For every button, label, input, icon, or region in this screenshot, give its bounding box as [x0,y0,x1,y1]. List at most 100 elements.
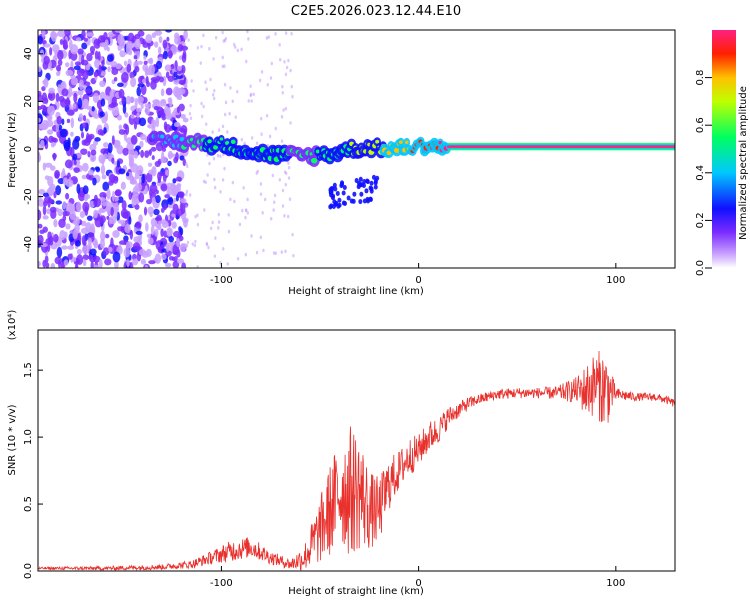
spectrogram-cell [208,161,211,166]
spectrogram-cell [200,44,203,49]
spectrogram-cell [188,111,192,116]
spectrogram-cell [130,77,137,88]
spectrogram-cell [128,191,133,200]
spectrogram-cell [38,189,46,195]
spectrogram-cell [346,195,351,201]
spectrogram-cell [155,117,160,128]
spectrogram-cell [175,74,184,79]
spectrogram-cell [175,176,182,182]
spectrogram-cell [162,39,168,49]
spectrogram-cell [150,146,157,152]
spectrogram-cell [38,117,42,123]
spectrogram-cell [240,47,243,52]
spectrogram-cell [62,210,68,217]
spectrogram-cell [89,153,97,163]
spectrogram-cell [46,114,53,121]
spectrogram-cell [281,84,284,89]
spectrogram-cell [65,69,74,77]
spectrogram-cell [221,178,225,182]
spectrogram-cell [165,243,170,253]
spectrogram-cell [177,44,184,52]
spectrogram-cell [87,169,95,176]
spectrogram-cell [160,108,164,115]
spectrogram-cell [47,93,53,100]
spectrogram-y-label: Frequency (Hz) [7,112,18,188]
spectrogram-cell [189,103,192,108]
spectrogram-cell [154,216,162,222]
spectrogram-cell [162,50,168,60]
spectrogram-cell [221,30,224,35]
spectrogram-cell [337,197,342,203]
spectrogram-cell [83,98,89,108]
spectrogram-cell [114,260,119,268]
spectrogram-cell [100,148,109,155]
spectrogram-cell [136,86,142,97]
spectrogram-cell [185,189,189,194]
spectrogram-cell [176,237,181,248]
spectrogram-cell [151,166,157,177]
spectrogram-cell [278,42,281,47]
spectrogram-cell [267,35,270,39]
spectrogram-cell [114,30,123,33]
spectrogram-cell [250,136,254,140]
spectrogram-cell [70,131,74,137]
spectrogram-cell [82,185,89,195]
spectral-ridge-cell [311,157,318,164]
spectrogram-cell [163,121,168,131]
spectrogram-cell [87,237,92,247]
spectrogram-cell [65,223,71,230]
spectrogram-cell [202,33,205,38]
spectrogram-cell [223,112,227,117]
spectrogram-cell [331,193,336,199]
spectrogram-cell [90,260,94,268]
spectrogram-cell [38,94,44,102]
spectrogram-cell [341,190,346,196]
spectrogram-cell [134,33,141,40]
spectrogram-cell [85,88,92,94]
spectrogram-cell [39,229,45,234]
spectrogram-cell [53,191,57,199]
spectrogram-cell [123,247,131,258]
spectrogram-cell [116,145,124,155]
spectrogram-cell [186,240,190,245]
spectrogram-cell [217,128,221,132]
spectrogram-cell [46,119,54,127]
spectrogram-cell [99,207,105,213]
spectrogram-cell [136,165,144,175]
spectrogram-cell [258,78,262,83]
snr-y-ticks: 0.0 0.5 1.0 1.5 [23,362,43,579]
spectrogram-cell [212,156,216,161]
spectrogram-cell [100,164,106,176]
spectrogram-cell [332,182,337,188]
spectrogram-x-label: Height of straight line (km) [288,286,424,297]
spectrogram-cell [114,189,121,197]
spectrogram-cell [173,86,180,97]
spectrogram-cell [108,180,114,186]
spectrogram-cell [280,139,284,143]
spectrogram-cell [55,92,60,102]
spectrogram-cell [93,209,98,219]
spectrogram-cell [41,30,46,38]
spectrogram-cell [265,113,269,118]
spectrogram-cell [224,100,228,105]
spectrogram-cell [242,186,245,190]
spectrogram-cell [61,245,68,250]
spectrogram-cell [365,178,370,184]
spectrogram-cell [234,45,237,49]
spectrogram-cell [43,55,50,65]
spectrogram-cell [70,77,79,86]
spectrogram-cell [291,94,294,99]
spectrogram-cell [373,180,378,186]
spectrogram-cell [61,118,65,125]
spectrogram-cell [126,259,130,268]
spectrogram-cell [164,262,172,268]
spectrogram-cell [163,203,167,211]
spectrogram-cell [79,210,86,219]
spectrogram-cell [274,126,277,131]
spectrogram-cell [38,151,41,162]
spectrogram-cell [110,237,114,249]
spectral-ridge-cell [404,140,409,144]
spectrogram-cell [157,171,162,181]
spectrogram-cell [149,183,158,194]
spectrogram-cell [41,92,47,101]
